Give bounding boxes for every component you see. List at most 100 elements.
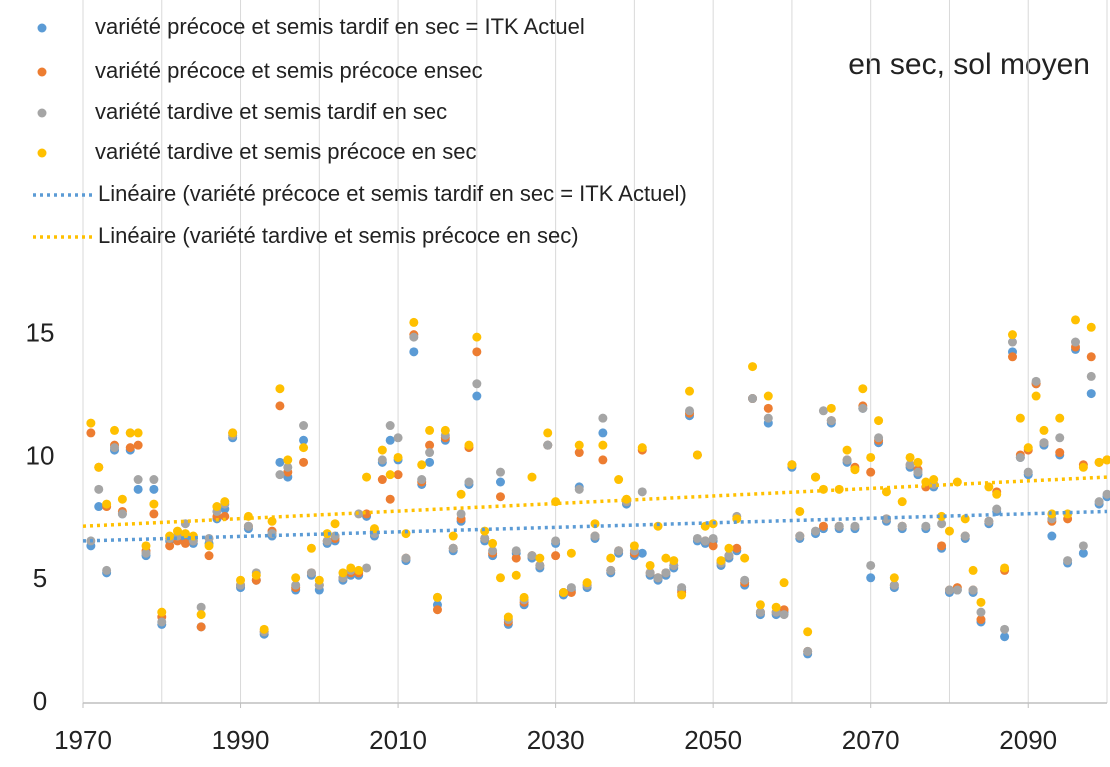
point (1016, 453, 1025, 462)
x-tick-label: 2010 (369, 725, 427, 755)
point (913, 468, 922, 477)
point (1087, 352, 1096, 361)
point (551, 536, 560, 545)
point (1095, 458, 1104, 467)
point (638, 487, 647, 496)
point (149, 500, 158, 509)
point (307, 568, 316, 577)
point (315, 576, 324, 585)
point (449, 544, 458, 553)
point (394, 453, 403, 462)
x-tick-label: 2030 (527, 725, 585, 755)
point (843, 446, 852, 455)
point (811, 473, 820, 482)
point (283, 455, 292, 464)
point (567, 583, 576, 592)
point (866, 561, 875, 570)
point (598, 455, 607, 464)
point (795, 507, 804, 516)
point (748, 394, 757, 403)
x-tick-label: 2050 (684, 725, 742, 755)
point (1039, 438, 1048, 447)
point (764, 414, 773, 423)
point (1032, 392, 1041, 401)
point (693, 450, 702, 459)
point (1008, 330, 1017, 339)
point (969, 566, 978, 575)
point (535, 554, 544, 563)
point (86, 428, 95, 437)
point (559, 588, 568, 597)
point (1055, 433, 1064, 442)
point (898, 522, 907, 531)
point (126, 443, 135, 452)
point (488, 539, 497, 548)
point (1055, 414, 1064, 423)
point (1087, 323, 1096, 332)
point (472, 379, 481, 388)
point (646, 561, 655, 570)
point (386, 421, 395, 430)
point (961, 532, 970, 541)
point (827, 416, 836, 425)
point (866, 573, 875, 582)
point (921, 522, 930, 531)
point (457, 490, 466, 499)
legend-label: Linéaire (variété précoce et semis tardi… (98, 181, 687, 206)
point (102, 566, 111, 575)
point (354, 566, 363, 575)
point (969, 586, 978, 595)
point (157, 608, 166, 617)
point (630, 541, 639, 550)
point (299, 421, 308, 430)
point (937, 541, 946, 550)
point (543, 428, 552, 437)
point (1000, 625, 1009, 634)
point (709, 534, 718, 543)
point (551, 551, 560, 560)
y-tick-label: 15 (26, 318, 55, 348)
point (378, 475, 387, 484)
point (543, 441, 552, 450)
point (866, 453, 875, 462)
point (858, 404, 867, 413)
point (496, 492, 505, 501)
point (527, 473, 536, 482)
point (1047, 532, 1056, 541)
point (567, 549, 576, 558)
point (717, 556, 726, 565)
point (661, 554, 670, 563)
point (212, 502, 221, 511)
point (1000, 563, 1009, 572)
legend-marker (38, 149, 47, 158)
point (740, 576, 749, 585)
point (433, 593, 442, 602)
point (299, 443, 308, 452)
point (134, 428, 143, 437)
point (520, 593, 529, 602)
point (1024, 468, 1033, 477)
point (835, 522, 844, 531)
point (291, 573, 300, 582)
point (425, 448, 434, 457)
point (346, 563, 355, 572)
legend-marker (38, 68, 47, 77)
legend-label: variété tardive et semis tardif en sec (95, 99, 447, 124)
point (126, 428, 135, 437)
point (86, 419, 95, 428)
point (457, 509, 466, 518)
point (307, 544, 316, 553)
point (102, 500, 111, 509)
point (149, 485, 158, 494)
point (780, 610, 789, 619)
point (472, 392, 481, 401)
point (496, 573, 505, 582)
point (134, 475, 143, 484)
point (252, 571, 261, 580)
point (173, 527, 182, 536)
point (906, 453, 915, 462)
point (638, 443, 647, 452)
point (866, 468, 875, 477)
point (299, 458, 308, 467)
y-tick-label: 10 (26, 440, 55, 470)
